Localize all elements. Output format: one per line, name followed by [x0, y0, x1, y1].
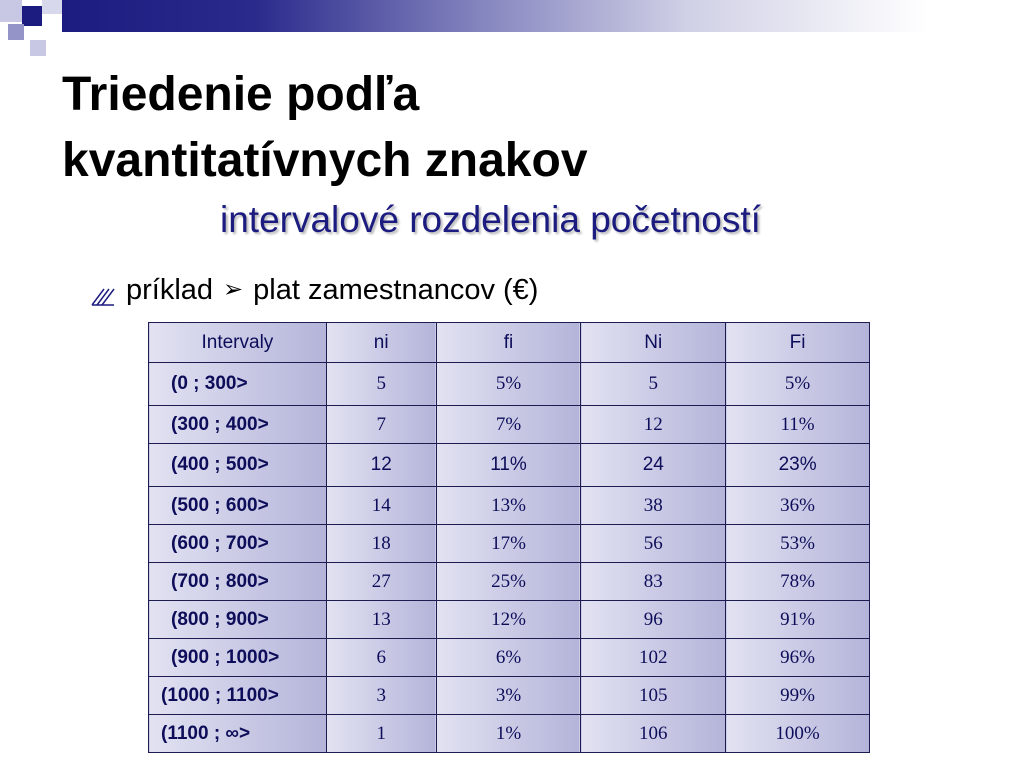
bullet-item: príklad ➢ plat zamestnancov (€)	[90, 270, 538, 310]
cell-Fi: 78%	[725, 562, 870, 601]
cell-fi: 3%	[435, 676, 582, 715]
header-Fi: Fi	[725, 322, 870, 363]
bullet-text: plat zamestnancov (€)	[253, 274, 539, 306]
header-gradient-bar	[62, 0, 1024, 32]
table-header-row: Intervaly ni fi Ni Fi	[148, 322, 870, 363]
table-row: (400 ; 500> 12 11% 24 23%	[148, 443, 870, 487]
cell-Fi: 23%	[725, 443, 870, 487]
header-fi: fi	[435, 322, 582, 363]
cell-Ni: 12	[580, 405, 727, 444]
cell-fi: 7%	[435, 405, 582, 444]
corner-square-dark	[22, 6, 42, 26]
cell-Ni: 96	[580, 600, 727, 639]
cell-interval: (700 ; 800>	[148, 562, 327, 601]
cell-Ni: 83	[580, 562, 727, 601]
cell-Ni: 24	[580, 443, 727, 487]
cell-Fi: 5%	[725, 362, 870, 406]
cell-ni: 13	[325, 600, 437, 639]
table-row: (900 ; 1000> 6 6% 102 96%	[148, 638, 870, 677]
cell-fi: 6%	[435, 638, 582, 677]
cell-fi: 11%	[435, 443, 582, 487]
cell-Ni: 106	[580, 714, 727, 753]
cell-ni: 5	[325, 362, 437, 406]
header-Ni: Ni	[580, 322, 727, 363]
cell-ni: 7	[325, 405, 437, 444]
bullet-label: príklad	[126, 274, 214, 306]
corner-square-light	[30, 40, 46, 56]
cell-fi: 1%	[435, 714, 582, 753]
cell-interval: (500 ; 600>	[148, 486, 327, 525]
cell-ni: 1	[325, 714, 437, 753]
cell-Fi: 11%	[725, 405, 870, 444]
cell-ni: 3	[325, 676, 437, 715]
cell-Ni: 56	[580, 524, 727, 563]
cell-fi: 17%	[435, 524, 582, 563]
cell-Fi: 36%	[725, 486, 870, 525]
cell-interval: (900 ; 1000>	[148, 638, 327, 677]
cell-interval: (300 ; 400>	[148, 405, 327, 444]
cell-interval: (400 ; 500>	[148, 443, 327, 487]
table-row: (1000 ; 1100> 3 3% 105 99%	[148, 676, 870, 715]
header-ni: ni	[325, 322, 437, 363]
cell-fi: 5%	[435, 362, 582, 406]
cell-ni: 14	[325, 486, 437, 525]
cell-ni: 12	[325, 443, 437, 487]
cell-Fi: 53%	[725, 524, 870, 563]
cell-interval: (800 ; 900>	[148, 600, 327, 639]
cell-Ni: 102	[580, 638, 727, 677]
frequency-table: Intervaly ni fi Ni Fi (0 ; 300> 5 5% 5 5…	[148, 322, 870, 753]
cell-Ni: 5	[580, 362, 727, 406]
table-row: (800 ; 900> 13 12% 96 91%	[148, 600, 870, 639]
table-row: (300 ; 400> 7 7% 12 11%	[148, 405, 870, 444]
cell-ni: 27	[325, 562, 437, 601]
cell-Fi: 96%	[725, 638, 870, 677]
pencil-icon	[90, 278, 116, 306]
title-line-1: Triedenie podľa	[62, 68, 420, 121]
cell-interval: (1000 ; 1100>	[148, 676, 327, 715]
title-line-2: kvantitatívnych znakov	[62, 134, 588, 187]
cell-Fi: 100%	[725, 714, 870, 753]
cell-fi: 25%	[435, 562, 582, 601]
cell-interval: (0 ; 300>	[148, 362, 327, 406]
arrow-right-icon: ➢	[223, 276, 244, 303]
slide-title: Triedenie podľa kvantitatívnych znakov	[62, 62, 588, 194]
table-row: (500 ; 600> 14 13% 38 36%	[148, 486, 870, 525]
table-row: (700 ; 800> 27 25% 83 78%	[148, 562, 870, 601]
header-intervaly: Intervaly	[148, 322, 327, 363]
corner-square-light	[0, 0, 22, 22]
cell-interval: (1100 ; ∞>	[148, 714, 327, 753]
cell-Fi: 91%	[725, 600, 870, 639]
table-row: (600 ; 700> 18 17% 56 53%	[148, 524, 870, 563]
cell-Ni: 105	[580, 676, 727, 715]
cell-interval: (600 ; 700>	[148, 524, 327, 563]
cell-ni: 18	[325, 524, 437, 563]
corner-square-mid	[8, 24, 24, 40]
table-row: (0 ; 300> 5 5% 5 5%	[148, 362, 870, 406]
cell-fi: 13%	[435, 486, 582, 525]
slide-subtitle: intervalové rozdelenia početností	[220, 199, 761, 240]
cell-Fi: 99%	[725, 676, 870, 715]
corner-square-light	[42, 0, 62, 14]
cell-ni: 6	[325, 638, 437, 677]
table-row: (1100 ; ∞> 1 1% 106 100%	[148, 714, 870, 753]
cell-Ni: 38	[580, 486, 727, 525]
cell-fi: 12%	[435, 600, 582, 639]
